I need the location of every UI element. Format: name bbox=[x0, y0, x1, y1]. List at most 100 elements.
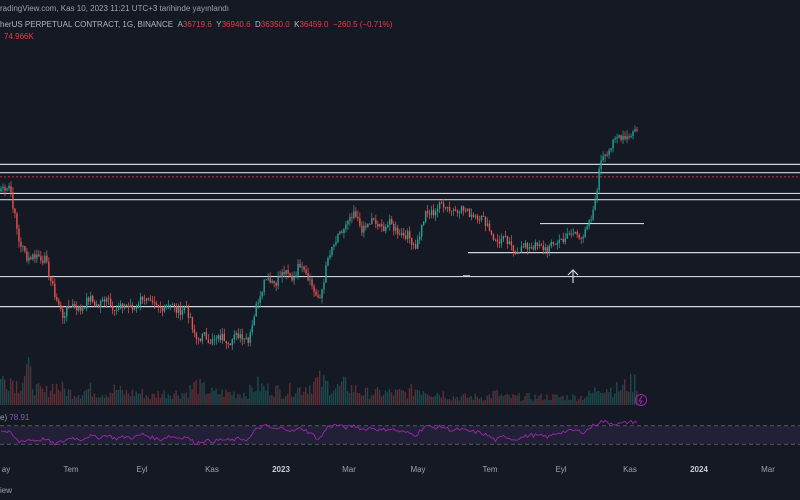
candle-body bbox=[339, 231, 341, 234]
candle-body bbox=[343, 229, 345, 233]
candle-body bbox=[195, 332, 198, 339]
volume-bar bbox=[556, 394, 558, 405]
candle-body bbox=[8, 185, 10, 189]
candle-body bbox=[478, 219, 481, 221]
volume-bar bbox=[480, 397, 482, 405]
candle-body bbox=[432, 209, 435, 216]
volume-bar bbox=[334, 388, 337, 405]
candle-body bbox=[46, 255, 48, 262]
volume-bar bbox=[209, 393, 211, 405]
volume-bar bbox=[406, 398, 409, 405]
candle-body bbox=[359, 218, 361, 226]
candle-body bbox=[26, 251, 28, 261]
volume-bar bbox=[249, 384, 251, 405]
volume-bar bbox=[143, 398, 145, 405]
candle-body bbox=[203, 332, 206, 334]
volume-bar bbox=[350, 384, 353, 405]
candle-body bbox=[78, 305, 80, 311]
volume-bar bbox=[498, 396, 500, 405]
volume-bar bbox=[95, 397, 98, 405]
volume-bar bbox=[622, 384, 624, 405]
volume-bar bbox=[544, 399, 546, 405]
volume-bar bbox=[492, 390, 494, 405]
candle-body bbox=[399, 234, 401, 236]
candle-body bbox=[626, 136, 628, 140]
volume-bar bbox=[354, 385, 357, 405]
volume-bar bbox=[173, 393, 175, 405]
volume-bar bbox=[620, 389, 622, 405]
candle-body bbox=[233, 334, 235, 340]
candle-body bbox=[355, 211, 357, 217]
candle-body bbox=[373, 218, 375, 220]
candle-body bbox=[604, 154, 606, 157]
candle-body bbox=[283, 271, 285, 275]
candle-body bbox=[271, 280, 273, 283]
candle-body bbox=[542, 245, 544, 250]
candle-body bbox=[133, 308, 136, 310]
volume-bar bbox=[157, 391, 159, 405]
volume-bar bbox=[301, 394, 303, 405]
candle-body bbox=[315, 291, 317, 296]
volume-bar bbox=[376, 387, 379, 405]
x-tick-label: 2023 bbox=[272, 465, 290, 474]
candle-body bbox=[259, 296, 261, 303]
candle-body bbox=[500, 239, 503, 244]
candle-body bbox=[357, 216, 359, 219]
candle-body bbox=[147, 298, 150, 300]
candle-body bbox=[291, 275, 293, 281]
low-value: 36350.0 bbox=[260, 20, 290, 29]
volume-bar bbox=[145, 394, 147, 405]
candle-body bbox=[36, 254, 38, 259]
candle-body bbox=[536, 242, 539, 246]
candle-body bbox=[175, 306, 178, 313]
volume-bar bbox=[530, 398, 532, 405]
volume-bar bbox=[494, 390, 496, 405]
candle-body bbox=[365, 225, 367, 228]
candle-body bbox=[494, 239, 497, 241]
volume-bar bbox=[586, 396, 588, 405]
candle-body bbox=[44, 255, 46, 263]
volume-bar bbox=[187, 397, 189, 405]
candle-body bbox=[327, 258, 329, 266]
candle-body bbox=[229, 343, 231, 346]
volume-bar bbox=[508, 395, 510, 405]
volume-bar bbox=[440, 397, 443, 405]
candle-body bbox=[30, 257, 32, 260]
candle-body bbox=[540, 244, 543, 246]
candle-body bbox=[243, 338, 245, 340]
volume-bar bbox=[139, 393, 141, 405]
volume-bar bbox=[366, 387, 369, 405]
candle-body bbox=[608, 150, 610, 155]
candle-body bbox=[584, 229, 586, 237]
volume-bar bbox=[227, 392, 229, 405]
volume-bar bbox=[89, 382, 92, 405]
candle-body bbox=[458, 212, 461, 214]
candle-body bbox=[353, 211, 355, 218]
candle-body bbox=[38, 254, 40, 257]
candle-body bbox=[411, 237, 413, 246]
volume-bar bbox=[464, 393, 466, 405]
candle-body bbox=[590, 219, 592, 221]
volume-bar bbox=[291, 396, 293, 405]
candle-body bbox=[403, 232, 405, 236]
volume-bar bbox=[183, 393, 185, 405]
candle-body bbox=[450, 210, 453, 212]
volume-bar bbox=[438, 394, 441, 405]
candle-body bbox=[636, 129, 638, 131]
candle-body bbox=[211, 339, 214, 344]
candle-body bbox=[217, 335, 220, 339]
volume-bar bbox=[400, 390, 403, 405]
candle-body bbox=[502, 235, 505, 240]
volume-bar bbox=[434, 395, 437, 405]
arrow-annotation bbox=[567, 269, 579, 283]
candle-body bbox=[305, 269, 307, 274]
candle-body bbox=[14, 208, 16, 214]
candle-body bbox=[235, 333, 237, 335]
volume-bar bbox=[600, 392, 602, 405]
volume-bar bbox=[159, 397, 161, 405]
volume-bar bbox=[215, 388, 217, 405]
volume-bar bbox=[97, 397, 100, 405]
candle-body bbox=[299, 263, 301, 268]
volume-bar bbox=[167, 394, 169, 405]
